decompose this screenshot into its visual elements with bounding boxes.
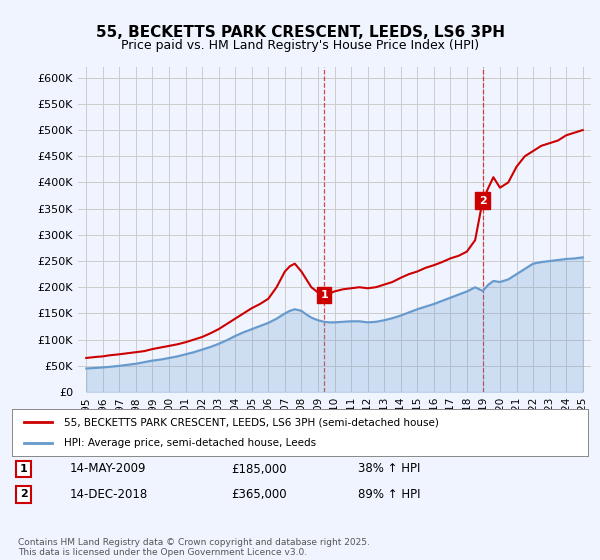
Text: 1: 1 [320, 290, 328, 300]
Text: 2: 2 [479, 196, 487, 206]
Text: Price paid vs. HM Land Registry's House Price Index (HPI): Price paid vs. HM Land Registry's House … [121, 39, 479, 52]
Text: 89% ↑ HPI: 89% ↑ HPI [358, 488, 420, 501]
Text: £185,000: £185,000 [231, 463, 287, 475]
Text: 1: 1 [20, 464, 28, 474]
Text: HPI: Average price, semi-detached house, Leeds: HPI: Average price, semi-detached house,… [64, 438, 316, 448]
Text: £365,000: £365,000 [231, 488, 287, 501]
Text: 14-DEC-2018: 14-DEC-2018 [70, 488, 148, 501]
Text: 55, BECKETTS PARK CRESCENT, LEEDS, LS6 3PH: 55, BECKETTS PARK CRESCENT, LEEDS, LS6 3… [95, 25, 505, 40]
Text: 14-MAY-2009: 14-MAY-2009 [70, 463, 146, 475]
Text: 38% ↑ HPI: 38% ↑ HPI [358, 463, 420, 475]
Text: Contains HM Land Registry data © Crown copyright and database right 2025.
This d: Contains HM Land Registry data © Crown c… [18, 538, 370, 557]
Text: 2: 2 [20, 489, 28, 499]
Text: 55, BECKETTS PARK CRESCENT, LEEDS, LS6 3PH (semi-detached house): 55, BECKETTS PARK CRESCENT, LEEDS, LS6 3… [64, 417, 439, 427]
